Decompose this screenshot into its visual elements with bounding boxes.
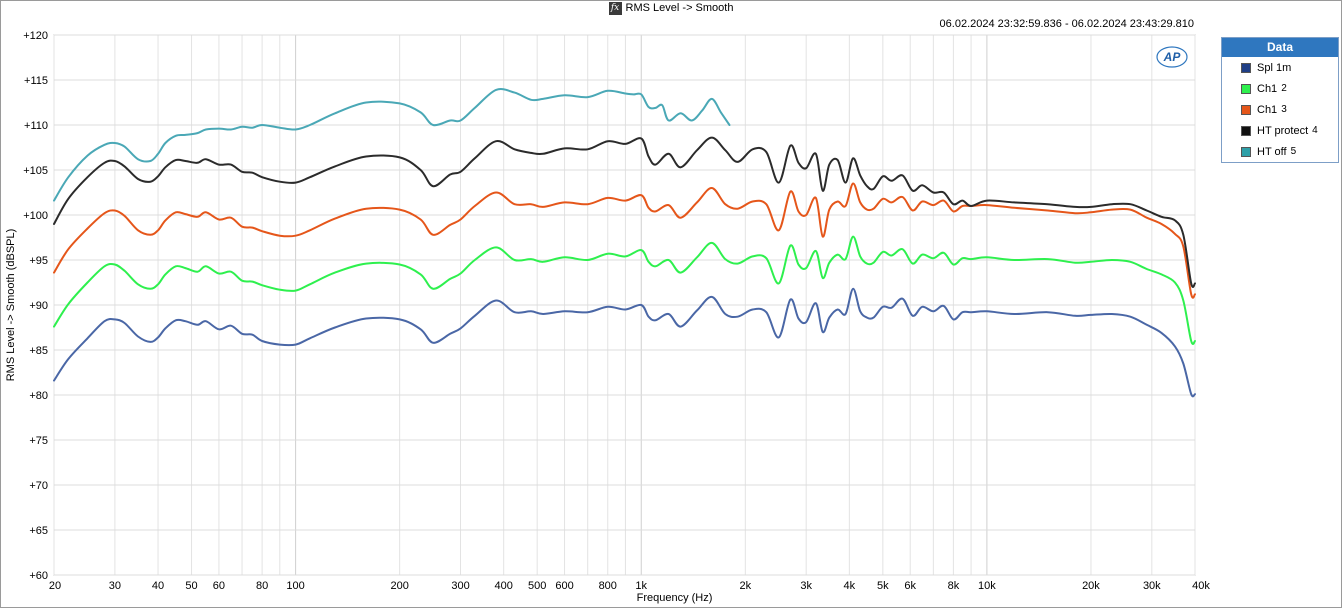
legend-item[interactable]: Ch1 2 (1222, 78, 1338, 99)
series-group (53, 88, 1196, 398)
grid-lines (53, 34, 1196, 576)
legend-item[interactable]: HT protect 4 (1222, 120, 1338, 141)
x-tick-label: 300 (451, 580, 469, 592)
legend-label: HT protect (1257, 124, 1309, 137)
legend-number: 4 (1312, 125, 1318, 136)
function-icon[interactable]: fx (608, 2, 622, 15)
y-axis-label: RMS Level -> Smooth (dBSPL) (5, 229, 17, 382)
y-tick-label: +60 (29, 570, 48, 582)
x-tick-label: 8k (948, 580, 960, 592)
time-range-label: 06.02.2024 23:32:59.836 - 06.02.2024 23:… (939, 18, 1194, 30)
series-line-ch1-2 (53, 235, 1196, 345)
y-tick-label: +90 (29, 300, 48, 312)
x-tick-label: 200 (390, 580, 408, 592)
x-tick-label: 600 (555, 580, 573, 592)
legend-list: Spl 1m Ch1 2 Ch1 3 HT protect 4 HT off 5 (1222, 57, 1338, 162)
legend-item[interactable]: Spl 1m (1222, 57, 1338, 78)
x-tick-label: 2k (739, 580, 751, 592)
legend-panel[interactable]: Data Spl 1m Ch1 2 Ch1 3 HT protect 4 HT off 5 (1221, 37, 1339, 163)
legend-swatch[interactable] (1241, 125, 1251, 136)
legend-swatch[interactable] (1241, 62, 1251, 73)
y-tick-label: +85 (29, 345, 48, 357)
x-tick-label: 800 (599, 580, 617, 592)
legend-number: 2 (1281, 83, 1287, 94)
x-tick-label: 50 (185, 580, 197, 592)
y-tick-label: +80 (29, 390, 48, 402)
x-tick-label: 80 (256, 580, 268, 592)
y-tick-label: +110 (24, 120, 48, 132)
x-tick-label: 40k (1192, 580, 1210, 592)
legend-label: Ch1 (1257, 103, 1278, 116)
legend-item[interactable]: Ch1 3 (1222, 99, 1338, 120)
legend-number: 5 (1290, 146, 1297, 157)
x-tick-label: 500 (528, 580, 546, 592)
legend-label: Ch1 (1257, 82, 1278, 95)
legend-number: 3 (1281, 104, 1287, 115)
y-tick-label: +70 (29, 480, 48, 492)
x-tick-label: 1k (635, 580, 647, 592)
series-line-spl-1m (53, 287, 1196, 398)
ap-logo: AP (1156, 46, 1188, 68)
y-tick-label: +100 (23, 210, 48, 222)
x-tick-label: 3k (800, 580, 812, 592)
legend-swatch[interactable] (1241, 83, 1251, 94)
legend-swatch[interactable] (1241, 104, 1251, 115)
ap-logo-ring (1156, 46, 1188, 68)
x-tick-label: 5k (877, 580, 889, 592)
x-tick-label: 10k (978, 580, 996, 592)
y-tick-label: +105 (23, 165, 48, 177)
y-tick-label: +115 (24, 75, 48, 87)
legend-label: HT off (1257, 145, 1287, 158)
y-tick-label: +75 (29, 435, 48, 447)
title-bar: fx RMS Level -> Smooth (0, 1, 1342, 17)
y-tick-label: +120 (23, 30, 48, 42)
series-line-ht-protect-4 (53, 136, 1196, 288)
legend-swatch[interactable] (1241, 146, 1251, 157)
y-tick-label: +65 (29, 525, 48, 537)
x-tick-label: 400 (495, 580, 513, 592)
y-tick-label: +95 (29, 255, 48, 267)
ap-logo-text: AP (1163, 50, 1182, 64)
series-line-ht-off-5 (53, 88, 731, 202)
legend-label: Spl 1m (1257, 61, 1292, 74)
x-tick-label: 20k (1082, 580, 1100, 592)
x-tick-label: 100 (286, 580, 304, 592)
x-tick-label: 30 (109, 580, 121, 592)
x-tick-label: 6k (904, 580, 916, 592)
legend-header: Data (1222, 38, 1338, 57)
x-tick-label: 40 (152, 580, 164, 592)
chart-title: RMS Level -> Smooth (625, 2, 734, 14)
series-line-ch1-3 (53, 182, 1196, 299)
x-tick-label: 4k (844, 580, 856, 592)
legend-item[interactable]: HT off 5 (1222, 141, 1338, 162)
x-tick-label: 60 (213, 580, 225, 592)
x-tick-label: 30k (1143, 580, 1161, 592)
x-tick-label: 20 (49, 580, 61, 592)
x-axis-label: Frequency (Hz) (637, 592, 713, 604)
